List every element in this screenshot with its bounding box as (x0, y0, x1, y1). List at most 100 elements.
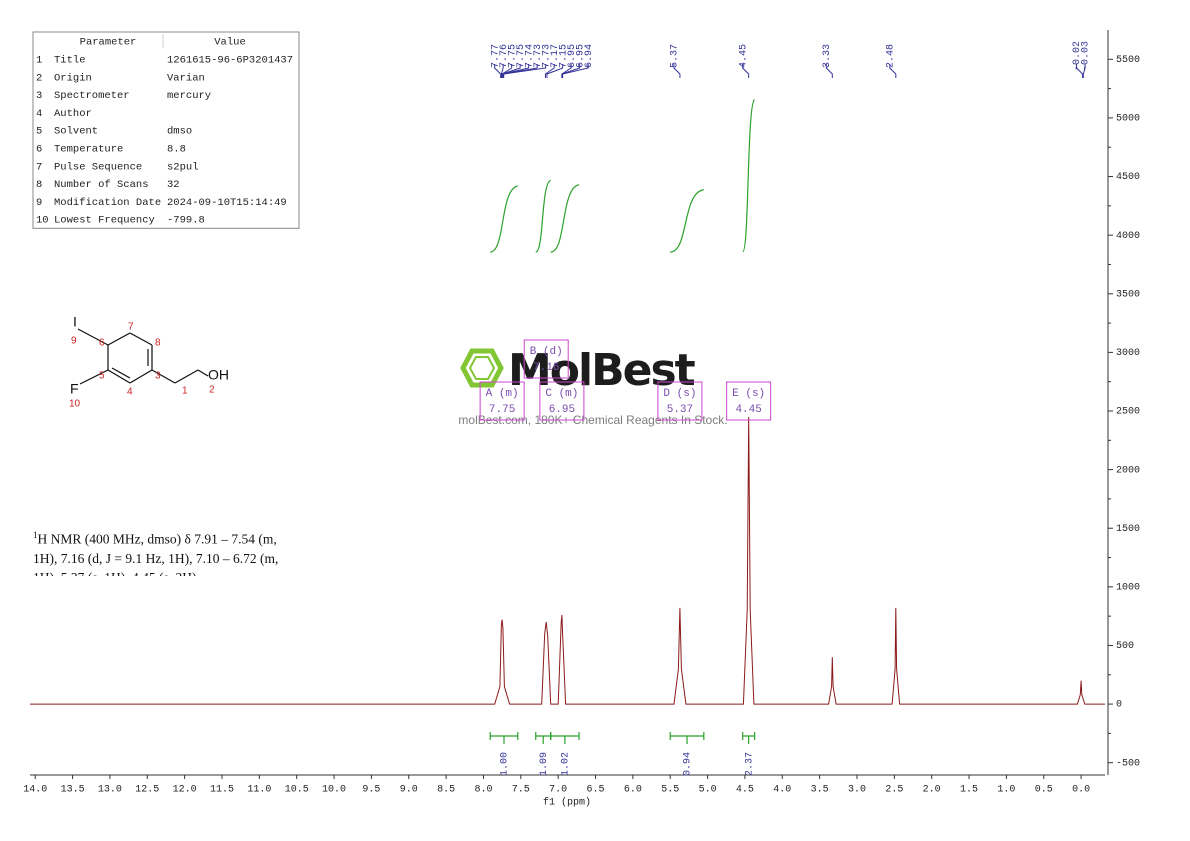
table-cell: Number of Scans (54, 179, 149, 191)
atom: OH (208, 367, 229, 383)
x-tick-label: 4.0 (773, 785, 791, 796)
table-cell: Spectrometer (54, 90, 130, 102)
atom-number: 7 (128, 322, 134, 333)
bond (174, 369, 199, 384)
peak-marker (544, 64, 555, 78)
peak-marker (825, 64, 833, 78)
peak-label: 2.48 (885, 44, 896, 68)
x-tick-label: 1.5 (960, 785, 978, 796)
atom: F (70, 381, 79, 397)
x-tick-label: 0.5 (1035, 785, 1053, 796)
bond (107, 369, 131, 384)
bond (107, 332, 131, 346)
table-cell: 10 (36, 215, 49, 227)
x-tick-label: 9.0 (400, 785, 418, 796)
multiplet-box (523, 339, 569, 379)
integral-label: 1.09 (539, 752, 550, 776)
x-tick-label: 12.0 (173, 785, 197, 796)
x-tick-label: 11.5 (210, 785, 234, 796)
table-cell: 1261615-96-6P3201437 (167, 54, 293, 66)
peak-marker (503, 64, 547, 78)
table-cell: 9 (36, 197, 42, 209)
x-tick-label: 4.5 (736, 785, 754, 796)
structure: I F OH 9 10 2 1 3 4 5 6 7 8 (69, 314, 229, 410)
table-cell: 32 (167, 179, 180, 191)
peak-label: -0.02 (1072, 41, 1083, 71)
multiplet-box (726, 381, 772, 421)
peak-marker (1076, 64, 1084, 78)
table-cell: 1 (36, 54, 42, 66)
atom-number: 1 (182, 386, 188, 397)
peak-label: 6.95 (567, 44, 578, 68)
x-tick-label: 14.0 (23, 785, 47, 796)
table-cell: s2pul (167, 161, 199, 173)
y-tick-label: 3500 (1116, 289, 1140, 300)
x-tick-label: 3.5 (811, 785, 829, 796)
peak-label: 7.17 (550, 44, 561, 68)
atom-number: 9 (71, 336, 77, 347)
multiplet-box (657, 381, 703, 421)
table-cell: 3 (36, 90, 42, 102)
peak-label: 4.45 (738, 44, 749, 68)
logo (468, 356, 496, 380)
atom: I (73, 314, 77, 330)
table-cell: Pulse Sequence (54, 161, 142, 173)
table-cell: 2 (36, 72, 42, 84)
x-tick-label: 1.0 (997, 785, 1015, 796)
integral-curve (550, 184, 580, 253)
table-cell: 4 (36, 108, 42, 120)
x-tick-label: 0.0 (1072, 785, 1090, 796)
peak-marker (502, 64, 530, 78)
y-tick-label: 0 (1116, 700, 1122, 711)
table-header: Parameter (80, 37, 137, 49)
atom-number: 2 (209, 385, 215, 396)
table-cell: 8.8 (167, 143, 186, 155)
peak-marker (500, 64, 504, 78)
multiplet-label: B (d) (530, 346, 563, 358)
peak-label: 7.76 (499, 44, 510, 68)
table-cell: Varian (167, 72, 205, 84)
y-tick-label: 2500 (1116, 407, 1140, 418)
x-tick-label: 5.5 (661, 785, 679, 796)
peak-label: -0.03 (1081, 41, 1092, 71)
atom-number: 8 (155, 338, 161, 349)
y-tick-label: 5500 (1116, 55, 1140, 66)
table-cell: 2024-09-10T15:14:49 (167, 197, 287, 209)
x-tick-label: 8.0 (474, 785, 492, 796)
integral-label: 2.37 (744, 752, 755, 776)
multiplet-label: C (m) (545, 388, 578, 400)
atom-number: 5 (99, 371, 105, 382)
nmr-description: 1H NMR (400 MHz, dmso) δ 7.91 – 7.54 (m,… (33, 526, 295, 576)
x-axis-label: f1 (ppm) (543, 797, 591, 809)
y-tick-label: 5000 (1116, 114, 1140, 125)
y-tick-label: 1500 (1116, 524, 1140, 535)
table-cell: Author (54, 108, 92, 120)
multiplet-shift: 4.45 (735, 404, 761, 416)
atom-number: 10 (69, 399, 81, 410)
x-tick-label: 3.0 (848, 785, 866, 796)
integral-label: 1.00 (500, 752, 511, 776)
peak-marker (742, 64, 750, 78)
x-tick-label: 11.0 (247, 785, 271, 796)
y-tick-label: 500 (1116, 641, 1134, 652)
table-cell: -799.8 (167, 215, 205, 227)
x-tick-label: 5.0 (699, 785, 717, 796)
multiplet-shift: 6.95 (549, 404, 575, 416)
multiplet-box (479, 381, 525, 421)
x-tick-label: 8.5 (437, 785, 455, 796)
peak-label: 7.75 (507, 44, 518, 68)
peak-marker (561, 64, 581, 78)
nmr-text: H NMR (400 MHz, dmso) δ 7.91 – 7.54 (m, … (33, 531, 279, 577)
x-tick-label: 10.0 (322, 785, 346, 796)
peak-marker (494, 64, 502, 78)
integral-curve (670, 189, 704, 253)
parameter-table (32, 31, 300, 229)
multiplet-label: E (s) (732, 388, 765, 400)
y-tick-label: 3000 (1116, 348, 1140, 359)
peak-label: 7.15 (558, 44, 569, 68)
peak-label: 6.95 (575, 44, 586, 68)
bond (129, 369, 153, 384)
integral-label: 1.02 (561, 752, 572, 776)
x-tick-label: 13.5 (61, 785, 85, 796)
bond (111, 367, 131, 379)
